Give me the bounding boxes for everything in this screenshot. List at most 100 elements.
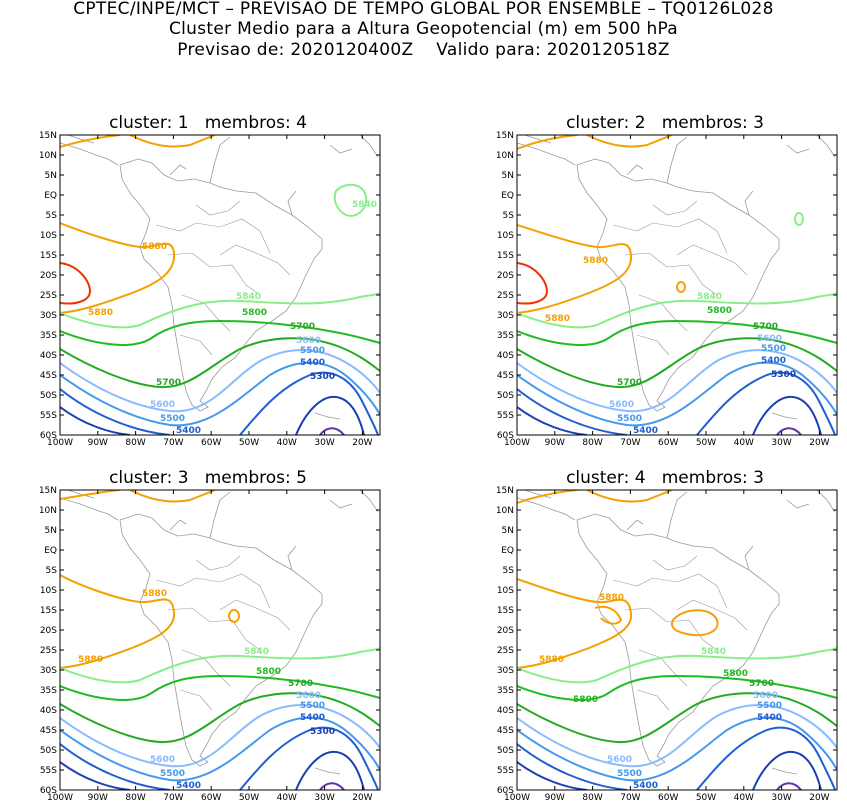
lat-label: 55S [40,766,57,776]
contour-line [60,647,380,684]
lat-label: 30S [497,666,514,676]
coastline [524,135,552,144]
lat-label: 15N [39,486,57,496]
contour-label: 5880 [88,308,113,318]
lat-label: 60S [40,786,57,796]
coastline [666,491,688,539]
contour-line [776,782,802,790]
contour-line [586,490,673,503]
map-frame [59,134,381,436]
lat-label: 55S [40,411,57,421]
lon-label: 30W [314,793,334,803]
coastline [314,767,341,775]
contour-line [60,319,380,346]
contour-label: 5400 [176,426,201,436]
country-border [636,689,670,711]
country-border [179,689,213,711]
country-border [636,334,670,356]
lat-label: 10S [497,586,514,596]
contour-line [517,716,837,782]
contour-label: 5500 [617,769,642,779]
contour-line [129,490,216,503]
lat-label: 20S [40,271,57,281]
lat-label: 40S [497,706,514,716]
lat-label: 40S [40,351,57,361]
country-border [195,200,241,216]
coastline [67,490,95,499]
contour-label: 5800 [707,306,732,316]
coastline [119,158,323,412]
lat-label: 5S [503,211,515,221]
lat-label: 10N [496,506,514,516]
lat-label: EQ [501,191,514,201]
contour-label: 5700 [617,378,642,388]
country-border [219,599,291,631]
lat-label: 60S [40,431,57,441]
panel-title: cluster: 4 membros: 3 [566,468,764,488]
contour-label: 5880 [599,593,624,603]
panel-title: cluster: 2 membros: 3 [566,113,764,133]
lat-label: 30S [40,666,57,676]
lat-label: 25S [40,291,57,301]
header-title-line3: Previsao de: 2020120400Z Valido para: 20… [177,40,670,60]
coastline [744,545,754,571]
lon-label: 40W [734,438,754,448]
lat-label: 55S [497,766,514,776]
contour-line [319,782,345,790]
contour-label: 5400 [176,781,201,791]
contour-line [333,183,368,217]
coastline [744,190,754,216]
coastline [329,144,353,154]
contour-label: 5600 [757,334,782,344]
coastline [517,142,576,166]
country-border [167,252,261,296]
contour-label: 5880 [78,655,103,665]
contour-label: 5600 [150,755,175,765]
panel-cluster-4: cluster: 4 membros: 3 5880 5880 5840 5800 57… [485,468,845,808]
contour-label: 5400 [633,781,658,791]
contour-line [517,692,837,744]
lat-label: 45S [40,726,57,736]
contour-line [517,361,837,427]
lon-label: 90W [545,438,565,448]
coastline [576,158,780,412]
country-border [624,252,718,296]
lon-label: 40W [277,793,297,803]
contour-line [517,750,822,790]
lon-label: 60W [658,438,678,448]
map-plot: 5880588058405800570057005600560055005500… [496,131,838,448]
lat-label: 35S [40,686,57,696]
coastline [517,497,576,521]
contour-line [517,578,633,669]
contour-line [60,371,379,435]
contour-line [228,609,240,623]
country-border [612,218,728,254]
contour-label: 5800 [256,667,281,677]
map-frame [59,489,381,791]
contour-label: 5600 [296,691,321,701]
coastline [786,144,810,154]
contour-label: 5700 [749,679,774,689]
lat-label: 45S [497,371,514,381]
contour-label: 5300 [771,370,796,380]
contour-label: 5400 [761,356,786,366]
lat-label: 20S [497,271,514,281]
contour-line [60,750,365,790]
contour-label: 5500 [617,414,642,424]
country-border [179,334,213,356]
contour-label: 5800 [723,669,748,679]
contour-label: 5600 [150,400,175,410]
contour-line [517,292,837,329]
lat-label: 10N [39,151,57,161]
contour-label: 5880 [545,314,570,324]
country-border [652,200,698,216]
lat-label: 5N [502,526,514,536]
panel-cluster-1: cluster: 1 membros: 4 5880 5880 5840 5840 58… [28,113,388,453]
header-title-line2: Cluster Medio para a Altura Geopotencial… [168,19,679,39]
lat-label: EQ [44,546,57,556]
coastline [60,142,119,166]
map-plot: 5880588058405800570056005600550055005400… [39,486,381,803]
contour-line [60,262,92,305]
lat-label: 10N [496,151,514,161]
